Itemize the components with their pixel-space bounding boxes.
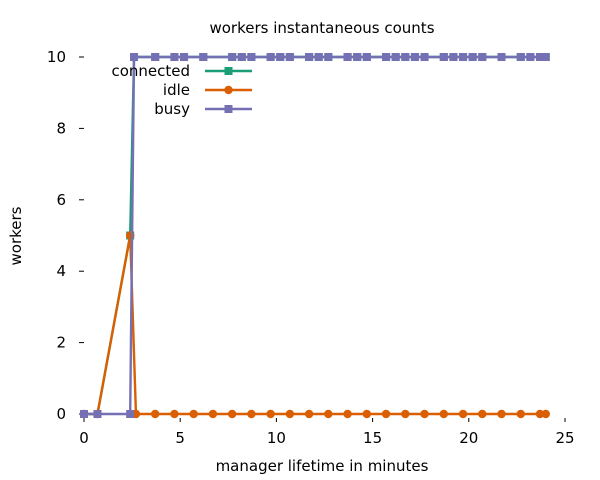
data-point-idle-14 — [343, 409, 352, 419]
x-tick-label-5: 25 — [555, 429, 574, 447]
series-connected — [80, 53, 550, 418]
axes: 0 2 4 6 8 10 0 5 10 15 20 25 — [47, 48, 575, 447]
series-layer — [79, 53, 550, 419]
data-point-busy-2 — [126, 410, 135, 418]
data-point-idle-25 — [541, 409, 550, 419]
series-line-busy — [84, 55, 546, 416]
data-point-busy-29 — [478, 53, 487, 61]
series-idle — [79, 231, 550, 419]
data-point-busy-8 — [228, 53, 237, 61]
data-point-busy-0 — [80, 410, 88, 418]
data-point-idle-22 — [497, 409, 506, 419]
x-tick-label-2: 10 — [267, 429, 286, 447]
data-point-busy-12 — [276, 53, 285, 61]
y-axis-label: workers — [7, 206, 25, 265]
data-point-busy-23 — [410, 53, 419, 61]
x-tick-label-3: 15 — [363, 429, 382, 447]
data-point-idle-15 — [362, 409, 372, 419]
data-point-busy-21 — [391, 53, 400, 61]
data-point-busy-28 — [468, 53, 477, 61]
data-point-busy-27 — [459, 53, 468, 61]
data-point-busy-33 — [535, 53, 544, 61]
data-point-idle-24 — [535, 409, 545, 419]
data-point-idle-8 — [227, 409, 237, 419]
y-tick-label-0: 0 — [56, 405, 66, 423]
data-point-busy-16 — [324, 53, 333, 61]
data-point-busy-7 — [199, 53, 208, 61]
series-line-idle — [84, 235, 546, 416]
series-busy — [80, 53, 550, 418]
legend-label-busy: busy — [154, 100, 190, 118]
data-point-busy-14 — [305, 53, 314, 61]
data-point-busy-6 — [180, 53, 189, 61]
data-point-idle-10 — [266, 409, 275, 419]
data-point-busy-31 — [516, 53, 525, 61]
data-point-busy-30 — [497, 53, 506, 61]
data-point-busy-17 — [343, 53, 352, 61]
y-tick-label-3: 6 — [56, 191, 66, 209]
data-point-busy-25 — [439, 53, 448, 61]
data-point-idle-4 — [150, 409, 160, 419]
y-tick-label-2: 4 — [56, 262, 66, 280]
data-point-busy-20 — [382, 53, 391, 61]
data-point-idle-23 — [516, 409, 525, 419]
y-tick-label-5: 10 — [47, 48, 66, 66]
y-tick-label-1: 2 — [56, 334, 66, 352]
data-point-busy-18 — [353, 53, 362, 61]
data-point-idle-17 — [401, 409, 410, 419]
x-tick-label-1: 5 — [175, 429, 185, 447]
data-point-busy-22 — [401, 53, 410, 61]
chart-title: workers instantaneous counts — [209, 19, 434, 37]
data-point-busy-15 — [314, 53, 323, 61]
data-point-busy-13 — [285, 53, 294, 61]
data-point-idle-20 — [458, 409, 468, 419]
legend-label-connected: connected — [111, 62, 190, 80]
data-point-busy-1 — [93, 410, 102, 418]
y-tick-label-4: 8 — [56, 119, 66, 137]
data-point-idle-19 — [439, 409, 448, 419]
legend-label-idle: idle — [163, 81, 190, 99]
data-point-busy-32 — [526, 53, 535, 61]
data-point-idle-18 — [420, 409, 429, 419]
data-point-idle-12 — [304, 409, 314, 419]
data-point-busy-11 — [266, 53, 275, 61]
data-point-idle-6 — [189, 409, 198, 419]
data-point-idle-16 — [381, 409, 391, 419]
legend-marker-busy — [224, 105, 233, 113]
data-point-idle-13 — [324, 409, 333, 419]
x-tick-label-4: 20 — [459, 429, 478, 447]
legend-marker-connected — [224, 67, 233, 75]
data-point-busy-19 — [362, 53, 371, 61]
data-point-busy-24 — [420, 53, 429, 61]
data-point-busy-5 — [170, 53, 179, 61]
data-point-busy-3 — [130, 53, 139, 61]
series-line-connected — [84, 55, 546, 416]
data-point-idle-21 — [478, 409, 487, 419]
data-point-idle-11 — [285, 409, 295, 419]
data-point-busy-26 — [449, 53, 458, 61]
x-tick-label-0: 0 — [79, 429, 89, 447]
data-point-idle-7 — [208, 409, 218, 419]
data-point-busy-4 — [151, 53, 160, 61]
data-point-idle-5 — [170, 409, 179, 419]
data-point-idle-9 — [247, 409, 256, 419]
data-point-busy-34 — [541, 53, 550, 61]
data-point-busy-9 — [237, 53, 246, 61]
legend-marker-idle — [224, 85, 233, 95]
data-point-busy-10 — [247, 53, 256, 61]
x-axis-label: manager lifetime in minutes — [216, 457, 429, 475]
